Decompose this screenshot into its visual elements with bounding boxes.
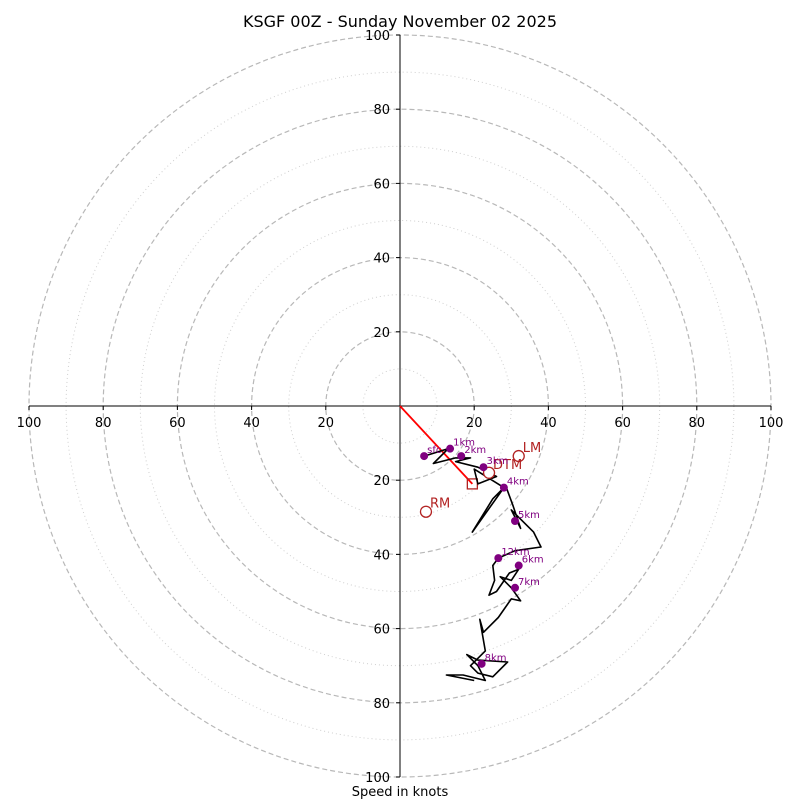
y-tick-label-down: 40 xyxy=(373,548,390,563)
storm-motion-marker xyxy=(419,505,433,518)
height-marker-dot xyxy=(494,554,503,563)
height-marker-dot xyxy=(446,444,455,453)
x-tick-label-left: 40 xyxy=(243,416,260,431)
height-marker-sfc: sfc xyxy=(420,445,441,461)
x-tick-label-left: 60 xyxy=(169,416,186,431)
y-tick-label-up: 80 xyxy=(373,103,390,118)
height-marker-4km: 4km xyxy=(499,477,529,492)
height-marker-12km: 12km xyxy=(494,547,530,563)
storm-motion-layer: LM RM DTM xyxy=(419,441,541,518)
height-marker-label: 8km xyxy=(485,653,507,664)
height-marker-1km: 1km xyxy=(446,438,475,453)
y-tick-label-up: 40 xyxy=(373,252,390,267)
height-marker-7km: 7km xyxy=(511,577,540,592)
storm-motion-label: RM xyxy=(430,497,450,512)
x-tick-label-left: 100 xyxy=(17,416,42,431)
height-marker-dot xyxy=(514,561,523,570)
height-marker-2km: 2km xyxy=(457,445,486,461)
height-marker-label: 3km xyxy=(486,456,508,467)
height-marker-8km: 8km xyxy=(477,653,507,668)
y-tick-label-down: 20 xyxy=(373,474,390,489)
height-marker-6km: 6km xyxy=(514,555,544,570)
x-tick-label-right: 100 xyxy=(759,416,784,431)
height-marker-label: 4km xyxy=(507,477,529,488)
height-marker-dot xyxy=(420,452,429,461)
x-tick-label-right: 20 xyxy=(466,416,483,431)
storm-motion-label: LM xyxy=(523,441,541,456)
y-tick-label-up: 60 xyxy=(373,177,390,192)
height-marker-dot xyxy=(457,452,466,461)
hodograph-trace-layer xyxy=(423,447,542,682)
x-tick-label-right: 60 xyxy=(614,416,631,431)
x-tick-label-left: 80 xyxy=(95,416,112,431)
y-tick-label-up: 100 xyxy=(365,29,390,44)
axis-ticks: 100 80 60 40 20 20 20 20 40 40 40 60 60 60 80 80 80 100 10… xyxy=(17,29,784,786)
shear-vector xyxy=(399,405,474,485)
height-marker-dot xyxy=(479,463,488,472)
storm-motion-dtm: DTM xyxy=(482,458,522,479)
height-marker-label: 12km xyxy=(501,547,529,558)
height-marker-3km: 3km xyxy=(479,456,508,472)
height-marker-dot xyxy=(499,483,508,492)
storm-motion-label: DTM xyxy=(493,458,522,473)
storm-motion-marker xyxy=(512,449,525,463)
height-marker-label: 6km xyxy=(522,555,544,566)
height-marker-label: 1km xyxy=(453,438,475,449)
chart-title: KSGF 00Z - Sunday November 02 2025 xyxy=(243,12,557,31)
hodograph-trace xyxy=(423,447,542,682)
height-marker-label: 2km xyxy=(464,445,486,456)
y-tick-label-down: 100 xyxy=(365,771,390,786)
y-tick-label-down: 80 xyxy=(373,697,390,712)
x-tick-label-left: 20 xyxy=(318,416,335,431)
height-marker-label: sfc xyxy=(427,445,441,456)
y-tick-label-down: 60 xyxy=(373,623,390,638)
x-tick-label-right: 40 xyxy=(540,416,557,431)
height-marker-5km: 5km xyxy=(511,510,540,526)
x-axis-label: Speed in knots xyxy=(352,785,449,800)
height-marker-label: 5km xyxy=(518,510,540,521)
storm-motion-lm: LM xyxy=(512,441,541,463)
height-marker-dot xyxy=(511,583,520,592)
y-tick-label-up: 20 xyxy=(373,326,390,341)
storm-motion-rm: RM xyxy=(419,497,450,518)
height-marker-label: 7km xyxy=(518,577,540,588)
height-marker-dot xyxy=(477,659,486,668)
x-tick-label-right: 80 xyxy=(689,416,706,431)
height-marker-dot xyxy=(511,517,520,526)
